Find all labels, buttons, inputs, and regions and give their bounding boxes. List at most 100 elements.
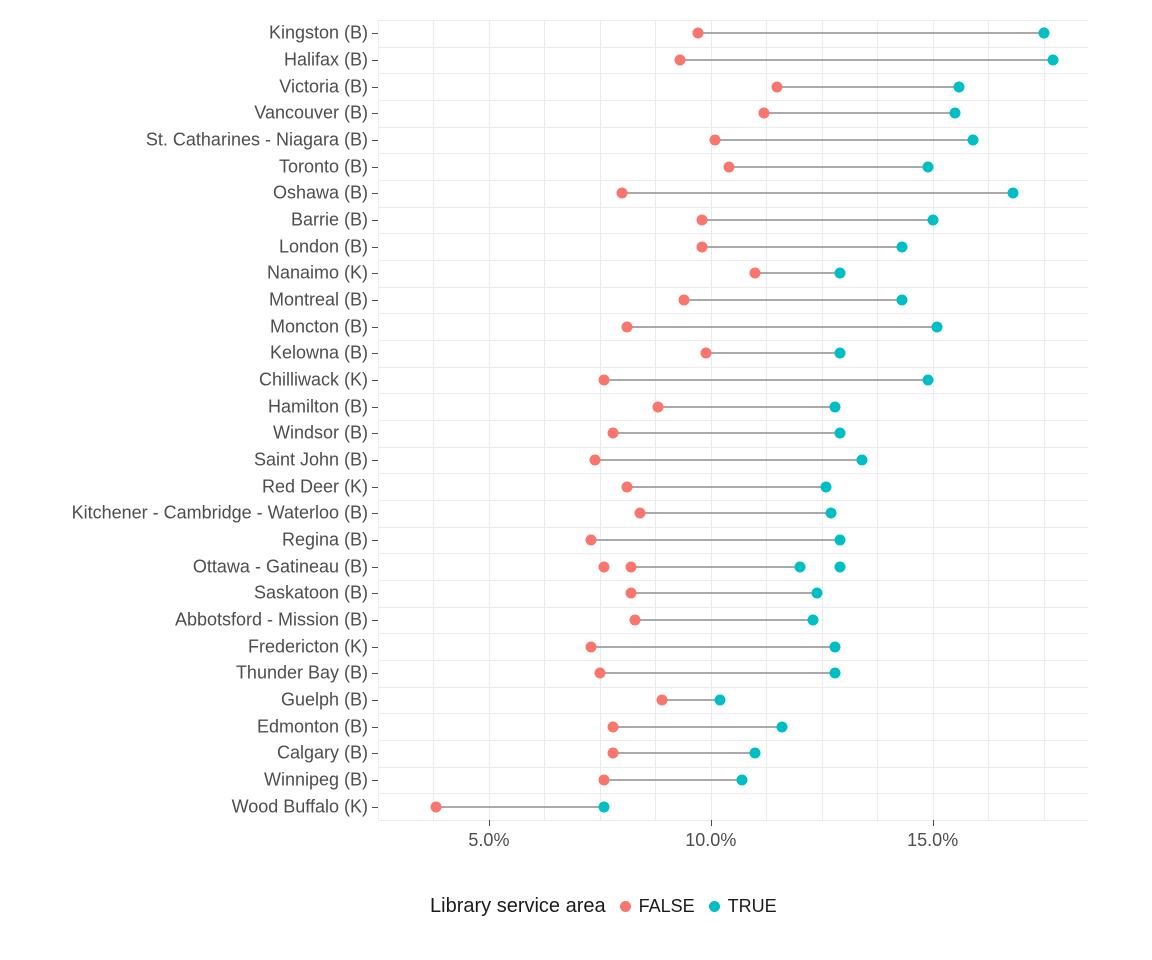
circle-icon [620,901,631,912]
x-axis-label: 15.0% [907,830,958,851]
dot-true [856,455,867,466]
dot-false [679,295,690,306]
connector-line [613,726,782,728]
gridline-horizontal [378,393,1088,394]
tick-y [372,433,378,434]
y-axis-label: Calgary (B) [277,743,368,764]
dot-false [657,695,668,706]
dot-true [1047,55,1058,66]
gridline-horizontal [378,687,1088,688]
y-axis-label: Red Deer (K) [262,476,368,497]
dot-true [834,428,845,439]
dot-false [652,401,663,412]
dot-false [772,81,783,92]
dot-true [825,508,836,519]
gridline-horizontal [378,473,1088,474]
gridline-horizontal [378,73,1088,74]
connector-line [684,299,901,301]
legend-label-true: TRUE [728,896,777,917]
dot-false [696,215,707,226]
tick-y [372,193,378,194]
dumbbell-chart: Kingston (B)Halifax (B)Victoria (B)Vanco… [0,0,1152,960]
gridline-horizontal [378,607,1088,608]
dot-true [599,801,610,812]
connector-line [627,326,938,328]
tick-y [372,60,378,61]
gridline-horizontal [378,20,1088,21]
y-axis-label: Nanaimo (K) [267,263,368,284]
y-axis-label: Oshawa (B) [273,183,368,204]
dot-true [750,748,761,759]
tick-y [372,567,378,568]
y-axis-label: Victoria (B) [279,76,368,97]
y-axis-label: Moncton (B) [270,316,368,337]
dot-false [599,775,610,786]
connector-line [591,539,840,541]
tick-y [372,220,378,221]
dot-false [634,508,645,519]
y-axis-label: Barrie (B) [291,210,368,231]
dot-true [812,588,823,599]
tick-y [372,513,378,514]
dot-true [896,241,907,252]
tick-x [933,820,934,826]
dot-true [923,161,934,172]
connector-line [595,459,861,461]
x-axis-label: 10.0% [685,830,736,851]
y-axis-label: Vancouver (B) [254,103,368,124]
dot-false [608,748,619,759]
gridline-horizontal [378,580,1088,581]
y-axis-label: Wood Buffalo (K) [232,796,368,817]
dot-true [932,321,943,332]
connector-line [604,379,928,381]
connector-line [777,86,959,88]
dot-false [621,481,632,492]
connector-line [635,619,813,621]
y-axis-label: Fredericton (K) [248,636,368,657]
y-axis-label: Saskatoon (B) [254,583,368,604]
connector-line [715,139,972,141]
connector-line [702,246,902,248]
dot-false [599,561,610,572]
y-axis-label: Guelph (B) [281,690,368,711]
dot-false [608,428,619,439]
dot-false [586,535,597,546]
gridline-horizontal [378,767,1088,768]
dot-true [1038,28,1049,39]
y-axis-label: Halifax (B) [284,50,368,71]
y-axis-label: Regina (B) [282,530,368,551]
dot-false [594,668,605,679]
tick-y [372,140,378,141]
y-axis-label: Edmonton (B) [257,716,368,737]
dot-false [759,108,770,119]
dot-true [794,561,805,572]
gridline-horizontal [378,500,1088,501]
tick-y [372,460,378,461]
dot-false [692,28,703,39]
dot-false [625,561,636,572]
dot-false [750,268,761,279]
gridline-horizontal [378,793,1088,794]
y-axis-label: Kitchener - Cambridge - Waterloo (B) [72,503,368,524]
dot-true [967,135,978,146]
connector-line [764,112,955,114]
connector-line [662,699,720,701]
tick-y [372,113,378,114]
gridline-horizontal [378,47,1088,48]
connector-line [591,646,835,648]
tick-y [372,353,378,354]
tick-x [489,820,490,826]
dot-true [830,641,841,652]
tick-y [372,380,378,381]
connector-line [702,219,933,221]
dot-true [1007,188,1018,199]
gridline-horizontal [378,233,1088,234]
tick-y [372,407,378,408]
legend: Library service area FALSE TRUE [430,895,777,918]
x-axis-label: 5.0% [468,830,509,851]
connector-line [706,352,839,354]
dot-false [617,188,628,199]
legend-label-false: FALSE [639,896,695,917]
dot-true [954,81,965,92]
connector-line [604,779,742,781]
